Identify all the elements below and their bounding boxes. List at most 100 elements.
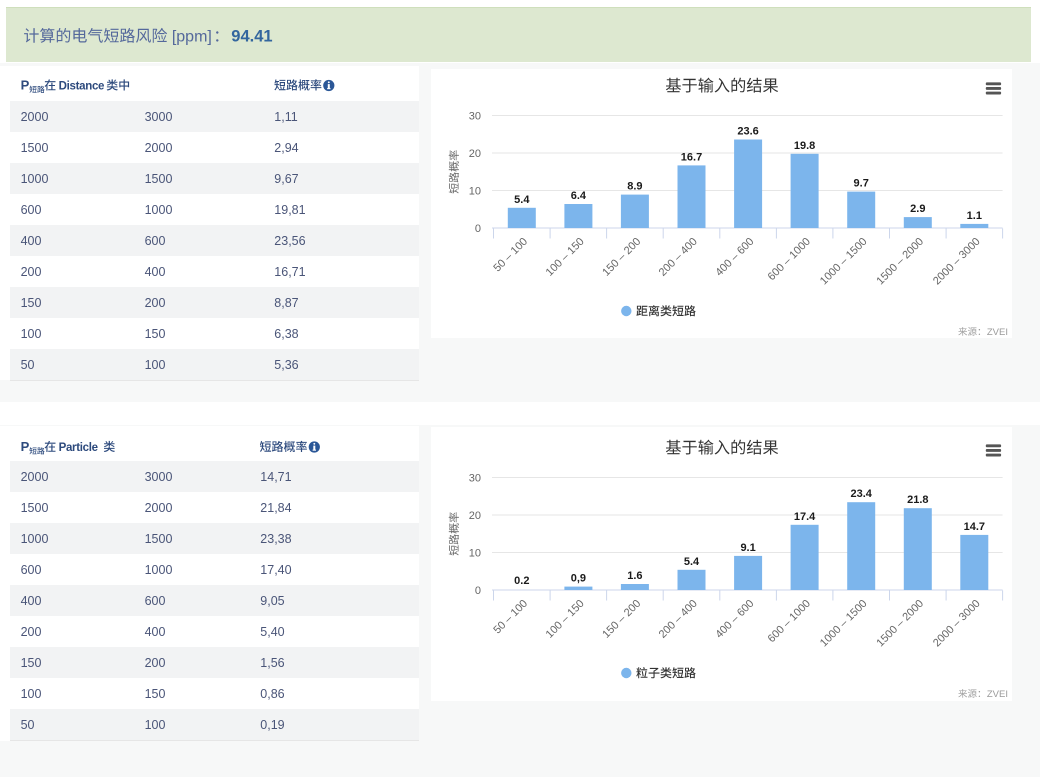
svg-text:9,67: 9,67 <box>274 172 298 186</box>
svg-text:400 – 600: 400 – 600 <box>713 598 756 641</box>
svg-text:30: 30 <box>469 473 481 485</box>
svg-text:1.1: 1.1 <box>967 210 982 222</box>
svg-text:14.7: 14.7 <box>964 521 985 533</box>
svg-text:0,86: 0,86 <box>260 687 284 701</box>
svg-text:2000 – 3000: 2000 – 3000 <box>931 236 983 288</box>
svg-text:8.9: 8.9 <box>627 181 642 193</box>
svg-text:1000: 1000 <box>21 172 49 186</box>
svg-text:5.4: 5.4 <box>684 556 700 568</box>
svg-text:50 – 100: 50 – 100 <box>491 598 530 637</box>
svg-text:1.6: 1.6 <box>627 570 642 582</box>
svg-text:30: 30 <box>469 111 481 123</box>
svg-text:19,81: 19,81 <box>274 203 305 217</box>
svg-text:1500: 1500 <box>145 532 173 546</box>
svg-text:21.8: 21.8 <box>907 494 928 506</box>
svg-text:2000 – 3000: 2000 – 3000 <box>931 598 983 650</box>
svg-text:1500 – 2000: 1500 – 2000 <box>874 598 926 650</box>
svg-text:20: 20 <box>469 510 481 522</box>
svg-text:P: P <box>21 78 30 93</box>
svg-text:50: 50 <box>21 718 35 732</box>
svg-text:Particle: Particle <box>59 442 98 454</box>
svg-text:1,56: 1,56 <box>260 656 284 670</box>
svg-text:100: 100 <box>21 327 42 341</box>
svg-text:0,19: 0,19 <box>260 718 284 732</box>
svg-text:2.9: 2.9 <box>910 203 925 215</box>
svg-text:5,40: 5,40 <box>260 625 284 639</box>
svg-text:23,38: 23,38 <box>260 532 291 546</box>
svg-text:2000: 2000 <box>21 470 49 484</box>
svg-text:150: 150 <box>145 687 166 701</box>
svg-text:600: 600 <box>145 594 166 608</box>
svg-text:0: 0 <box>475 585 481 597</box>
svg-text:21,84: 21,84 <box>260 501 291 515</box>
svg-text:150: 150 <box>21 296 42 310</box>
svg-text:17.4: 17.4 <box>794 511 816 523</box>
svg-text:ZVEI: ZVEI <box>987 689 1008 700</box>
svg-text:20: 20 <box>469 148 481 160</box>
svg-text:400 – 600: 400 – 600 <box>713 236 756 279</box>
svg-text:14,71: 14,71 <box>260 470 291 484</box>
svg-text:0.2: 0.2 <box>514 575 529 587</box>
svg-text:1000: 1000 <box>145 203 173 217</box>
svg-text:[ppm]: [ppm] <box>167 29 211 46</box>
svg-text:9.1: 9.1 <box>740 542 755 554</box>
svg-text:200 – 400: 200 – 400 <box>657 598 700 641</box>
svg-text:400: 400 <box>21 234 42 248</box>
svg-text:2,94: 2,94 <box>274 141 298 155</box>
svg-text:100: 100 <box>145 358 166 372</box>
svg-text:16.7: 16.7 <box>681 151 702 163</box>
svg-text:6,38: 6,38 <box>274 327 298 341</box>
svg-text:200: 200 <box>145 656 166 670</box>
svg-text:9,05: 9,05 <box>260 594 284 608</box>
svg-text:400: 400 <box>21 594 42 608</box>
svg-text:5.4: 5.4 <box>514 194 530 206</box>
svg-text:100: 100 <box>145 718 166 732</box>
svg-text:600: 600 <box>21 203 42 217</box>
svg-text:Distance: Distance <box>59 81 105 93</box>
svg-text:200: 200 <box>21 265 42 279</box>
svg-text:16,71: 16,71 <box>274 265 305 279</box>
svg-text:150: 150 <box>145 327 166 341</box>
svg-text:1500: 1500 <box>145 172 173 186</box>
svg-text:600: 600 <box>21 563 42 577</box>
svg-text:3000: 3000 <box>145 110 173 124</box>
svg-text:400: 400 <box>145 625 166 639</box>
svg-text:600 – 1000: 600 – 1000 <box>766 236 813 283</box>
svg-text:19.8: 19.8 <box>794 140 815 152</box>
svg-text:23.4: 23.4 <box>850 488 872 500</box>
svg-text:9.7: 9.7 <box>854 178 869 190</box>
svg-text:1500: 1500 <box>21 141 49 155</box>
svg-text:P: P <box>21 439 30 454</box>
svg-text:600: 600 <box>145 234 166 248</box>
svg-text:100 – 150: 100 – 150 <box>544 236 587 279</box>
svg-text:1500 – 2000: 1500 – 2000 <box>874 236 926 288</box>
svg-text:1000 – 1500: 1000 – 1500 <box>818 236 870 288</box>
svg-text:2000: 2000 <box>145 141 173 155</box>
svg-text:10: 10 <box>469 186 481 198</box>
svg-text:6.4: 6.4 <box>571 190 587 202</box>
svg-text:2000: 2000 <box>21 110 49 124</box>
svg-text:1,11: 1,11 <box>274 110 297 124</box>
svg-text:23.6: 23.6 <box>737 126 758 138</box>
svg-text:50: 50 <box>21 358 35 372</box>
svg-text:150 – 200: 150 – 200 <box>600 236 643 279</box>
svg-text:150: 150 <box>21 656 42 670</box>
svg-text:200: 200 <box>145 296 166 310</box>
svg-text:200: 200 <box>21 625 42 639</box>
svg-text:1000: 1000 <box>145 563 173 577</box>
svg-text:600 – 1000: 600 – 1000 <box>766 598 813 645</box>
svg-text:0,9: 0,9 <box>571 573 586 585</box>
svg-text:0: 0 <box>475 223 481 235</box>
svg-text:17,40: 17,40 <box>260 563 291 577</box>
svg-text:8,87: 8,87 <box>274 296 298 310</box>
svg-text:1000 – 1500: 1000 – 1500 <box>818 598 870 650</box>
svg-text:1000: 1000 <box>21 532 49 546</box>
svg-text:150 – 200: 150 – 200 <box>600 598 643 641</box>
svg-text:100 – 150: 100 – 150 <box>544 598 587 641</box>
svg-text:2000: 2000 <box>145 501 173 515</box>
svg-text:400: 400 <box>145 265 166 279</box>
svg-text:5,36: 5,36 <box>274 358 298 372</box>
svg-text:ZVEI: ZVEI <box>987 327 1008 338</box>
svg-text:50 – 100: 50 – 100 <box>491 236 530 275</box>
svg-text:94.41: 94.41 <box>231 28 272 46</box>
